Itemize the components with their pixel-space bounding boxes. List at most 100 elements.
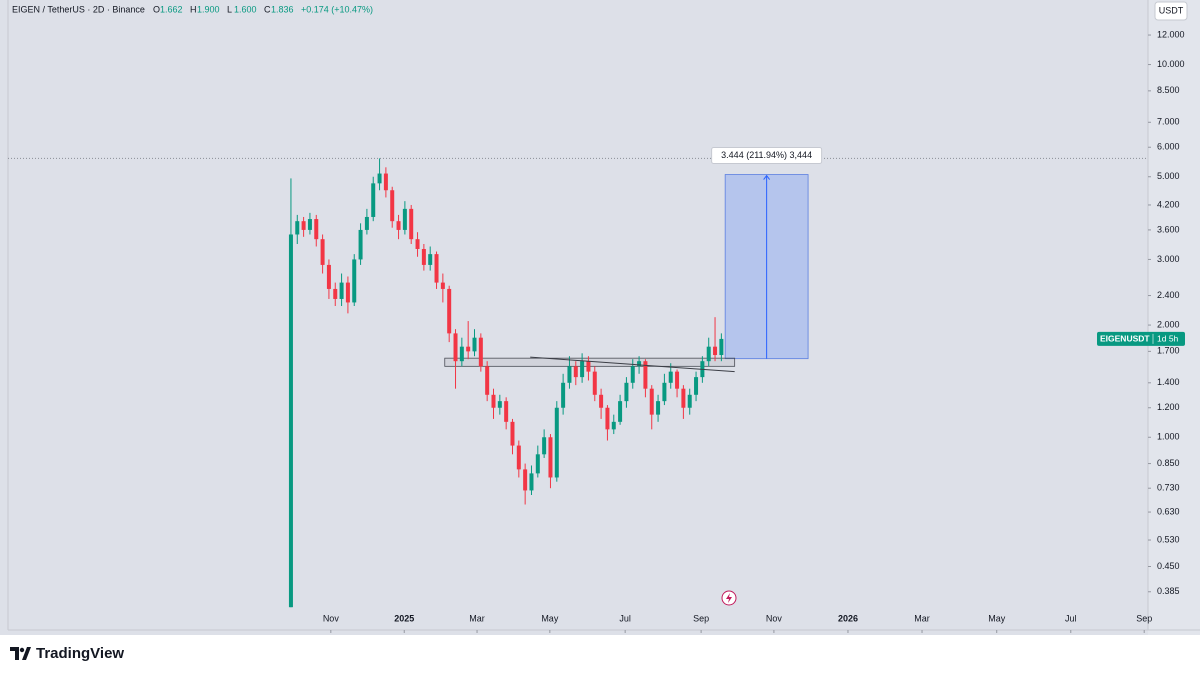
candle-body bbox=[611, 421, 616, 430]
candle-body bbox=[459, 346, 464, 362]
candle-body bbox=[396, 221, 401, 230]
y-tick-label: 8.500 bbox=[1157, 85, 1180, 95]
candle-body bbox=[307, 219, 312, 230]
candle-body bbox=[288, 234, 293, 608]
y-tick-label: 0.450 bbox=[1157, 561, 1180, 571]
y-tick-label: 0.530 bbox=[1157, 534, 1180, 544]
candle-body bbox=[326, 264, 331, 289]
candle-body bbox=[554, 407, 559, 478]
currency-button[interactable] bbox=[1154, 1, 1188, 21]
x-tick-label: Sep bbox=[1136, 613, 1152, 623]
candle-body bbox=[694, 377, 699, 395]
candle-body bbox=[510, 421, 515, 446]
y-tick-label: 4.200 bbox=[1157, 199, 1180, 209]
candle-body bbox=[719, 338, 724, 356]
candle-body bbox=[358, 229, 363, 260]
brand-logo-dot bbox=[19, 647, 25, 653]
candle-body bbox=[573, 366, 578, 378]
candle-body bbox=[447, 288, 452, 334]
candle-body bbox=[637, 361, 642, 367]
candle-body bbox=[383, 173, 388, 191]
ohlc-key: C bbox=[264, 4, 271, 14]
candle-body bbox=[630, 366, 635, 383]
measure-label-bg bbox=[711, 147, 823, 165]
candle-body bbox=[295, 221, 300, 235]
y-tick-label: 12.000 bbox=[1157, 29, 1185, 39]
event-bolt bbox=[726, 593, 732, 603]
candle-body bbox=[472, 337, 477, 352]
ohlc-key: L bbox=[227, 4, 232, 14]
x-tick-label: Nov bbox=[766, 613, 783, 623]
measure-label: 3.444 (211.94%) 3,444 bbox=[721, 150, 812, 160]
candle-body bbox=[333, 288, 338, 299]
price-axis-panel bbox=[1148, 0, 1200, 635]
ohlc-change: +0.174 (+10.47%) bbox=[301, 4, 373, 14]
chart-background bbox=[0, 0, 1200, 635]
candle-body bbox=[402, 208, 407, 230]
candle-body bbox=[675, 371, 680, 389]
candle-body bbox=[656, 401, 661, 415]
measure-arrowhead bbox=[763, 174, 771, 180]
candle-body bbox=[390, 190, 395, 222]
price-tag-symbol: EIGENUSDT bbox=[1100, 334, 1150, 344]
candle-body bbox=[649, 388, 654, 415]
y-tick-label: 0.385 bbox=[1157, 586, 1180, 596]
price-tag bbox=[1097, 331, 1185, 346]
x-tick-label: 2026 bbox=[838, 613, 858, 623]
x-tick-label: Jul bbox=[1065, 613, 1077, 623]
y-tick-label: 1.000 bbox=[1157, 432, 1180, 442]
candle-body bbox=[605, 407, 610, 430]
candle-body bbox=[529, 473, 534, 491]
x-tick-label: Mar bbox=[469, 613, 485, 623]
candle-body bbox=[345, 282, 350, 303]
candle-body bbox=[466, 346, 471, 352]
y-tick-label: 2.000 bbox=[1157, 319, 1180, 329]
ohlc-value: 1.662 bbox=[160, 4, 183, 14]
y-tick-label: 2.400 bbox=[1157, 290, 1180, 300]
candle-body bbox=[567, 366, 572, 383]
y-tick-label: 3.600 bbox=[1157, 224, 1180, 234]
candle-body bbox=[687, 394, 692, 408]
y-tick-label: 0.850 bbox=[1157, 458, 1180, 468]
ohlc-legend: O 1.662 H 1.900 L 1.600 C 1.836 +0.174 (+10.47%) bbox=[153, 4, 373, 14]
candle-body bbox=[371, 183, 376, 217]
candle-body bbox=[320, 239, 325, 265]
y-tick-label: 3.000 bbox=[1157, 254, 1180, 264]
candle-body bbox=[352, 259, 357, 303]
candle-body bbox=[618, 401, 623, 422]
candle-body bbox=[421, 248, 426, 265]
brand-logo bbox=[10, 647, 31, 660]
candle-body bbox=[592, 371, 597, 395]
x-tick-label: Nov bbox=[323, 613, 340, 623]
y-tick-label: 5.000 bbox=[1157, 171, 1180, 181]
candle-body bbox=[497, 401, 502, 408]
ohlc-key: O bbox=[153, 4, 160, 14]
candle-body bbox=[478, 337, 483, 367]
candle-body bbox=[301, 221, 306, 230]
candle-body bbox=[580, 361, 585, 378]
ohlc-value: 1.900 bbox=[197, 4, 220, 14]
x-tick-label: Mar bbox=[914, 613, 930, 623]
x-tick-label: May bbox=[988, 613, 1006, 623]
x-tick-label: May bbox=[541, 613, 559, 623]
candle-body bbox=[485, 366, 490, 395]
symbol: EIGEN / TetherUS · 2D · Binance bbox=[12, 4, 145, 14]
candle-body bbox=[586, 361, 591, 372]
candle-body bbox=[548, 437, 553, 478]
ohlc-value: 1.600 bbox=[234, 4, 257, 14]
y-tick-label: 0.630 bbox=[1157, 506, 1180, 516]
candle-body bbox=[428, 254, 433, 265]
y-tick-label: 0.730 bbox=[1157, 483, 1180, 493]
candle-body bbox=[440, 282, 445, 289]
candle-body bbox=[681, 388, 686, 408]
candle-body bbox=[643, 361, 648, 389]
candle-body bbox=[434, 254, 439, 283]
ohlc-value: 1.836 bbox=[271, 4, 294, 14]
footer bbox=[0, 635, 1200, 678]
x-tick-label: Sep bbox=[693, 613, 709, 623]
ohlc-key: H bbox=[190, 4, 197, 14]
y-tick-label: 1.400 bbox=[1157, 377, 1180, 387]
currency-label: USDT bbox=[1159, 5, 1184, 15]
